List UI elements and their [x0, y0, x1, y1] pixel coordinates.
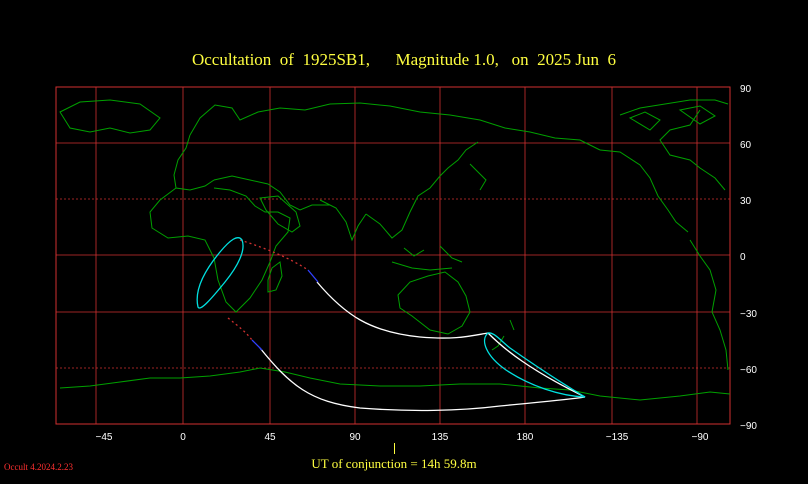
occultation-limits	[196, 237, 586, 398]
ut-marker	[394, 443, 395, 454]
lat-label-6: −90	[740, 421, 757, 432]
coastlines	[59, 99, 731, 401]
longitude-labels: −45 0 45 90 135 180 −135 −90	[96, 432, 709, 443]
lon-label-3: 90	[349, 432, 361, 443]
lat-label-5: −60	[740, 365, 757, 376]
lon-label-1: 0	[180, 432, 186, 443]
map-frame	[55, 86, 731, 425]
lon-label-4: 135	[432, 432, 449, 443]
lon-label-7: −90	[692, 432, 709, 443]
ut-conjunction-label: UT of conjunction = 14h 59.8m	[311, 456, 477, 471]
latitude-labels: 90 60 30 0 −30 −60 −90	[740, 84, 757, 432]
lat-label-1: 60	[740, 140, 752, 151]
lon-label-2: 45	[264, 432, 276, 443]
lat-label-2: 30	[740, 196, 752, 207]
version-label: Occult 4.2024.2.23	[4, 462, 73, 472]
lon-label-5: 180	[517, 432, 534, 443]
grid-dotted-lines	[56, 198, 730, 369]
lat-label-0: 90	[740, 84, 752, 95]
lon-label-0: −45	[96, 432, 113, 443]
occultation-path	[227, 239, 586, 412]
grid-lines	[56, 87, 730, 424]
lon-label-6: −135	[606, 432, 629, 443]
map-title: Occultation of 1925SB1, Magnitude 1.0, o…	[191, 50, 617, 69]
lat-label-4: −30	[740, 309, 757, 320]
lat-label-3: 0	[740, 252, 746, 263]
